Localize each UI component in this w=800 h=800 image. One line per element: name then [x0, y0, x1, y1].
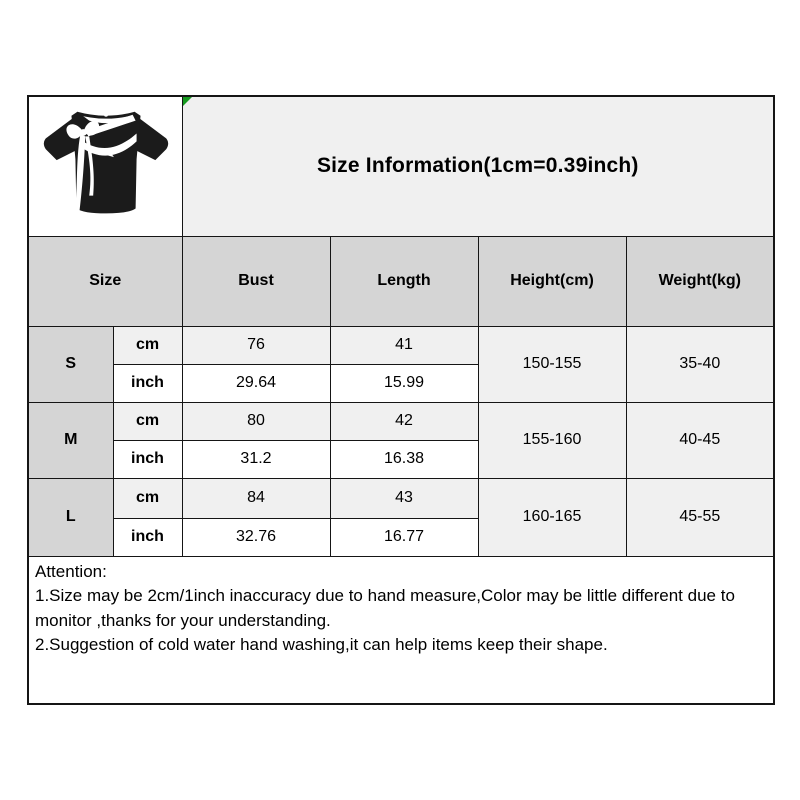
value-l-length-inch: 16.77 [329, 517, 479, 557]
product-image-cell [27, 95, 183, 237]
value-m-length-cm: 42 [329, 401, 479, 441]
col-header-size: Size [27, 235, 183, 327]
value-s-height: 150-155 [477, 325, 627, 403]
value-m-length-inch: 16.38 [329, 439, 479, 479]
unit-label-inch: inch [112, 439, 183, 479]
cell-corner-marker-icon [183, 97, 192, 106]
value-l-weight: 45-55 [625, 477, 775, 557]
attention-line-1: 1.Size may be 2cm/1inch inaccuracy due t… [35, 586, 735, 630]
attention-note: Attention: 1.Size may be 2cm/1inch inacc… [27, 555, 775, 705]
product-image-tshirt-icon [43, 111, 169, 229]
value-s-bust-cm: 76 [181, 325, 331, 365]
value-l-height: 160-165 [477, 477, 627, 557]
value-s-weight: 35-40 [625, 325, 775, 403]
value-s-length-inch: 15.99 [329, 363, 479, 403]
attention-heading: Attention: [35, 561, 107, 581]
size-label-l: L [27, 477, 114, 557]
size-label-s: S [27, 325, 114, 403]
unit-label-inch: inch [112, 517, 183, 557]
size-label-m: M [27, 401, 114, 479]
table-row-s-inch: inch 29.64 15.99 [28, 363, 774, 403]
title-cell: Size Information(1cm=0.39inch) [181, 95, 775, 237]
col-header-height: Height(cm) [477, 235, 627, 327]
value-m-bust-cm: 80 [181, 401, 331, 441]
unit-label-inch: inch [112, 363, 183, 403]
page-title: Size Information(1cm=0.39inch) [316, 154, 639, 178]
col-header-bust: Bust [181, 235, 331, 327]
value-s-length-cm: 41 [329, 325, 479, 365]
value-s-bust-inch: 29.64 [181, 363, 331, 403]
unit-label-cm: cm [112, 325, 183, 365]
value-m-height: 155-160 [477, 401, 627, 479]
col-header-weight: Weight(kg) [625, 235, 775, 327]
value-l-bust-cm: 84 [181, 477, 331, 519]
table-row-l-inch: inch 32.76 16.77 [28, 517, 774, 557]
value-l-bust-inch: 32.76 [181, 517, 331, 557]
value-l-length-cm: 43 [329, 477, 479, 519]
unit-label-cm: cm [112, 477, 183, 519]
attention-line-2: 2.Suggestion of cold water hand washing,… [35, 635, 608, 654]
table-row-l-cm: L cm 84 43 160-165 45-55 [27, 477, 775, 557]
value-m-weight: 40-45 [625, 401, 775, 479]
value-m-bust-inch: 31.2 [181, 439, 331, 479]
unit-label-cm: cm [112, 401, 183, 441]
table-row-s-cm: S cm 76 41 150-155 35-40 [27, 325, 775, 403]
col-header-length: Length [329, 235, 479, 327]
table-row-m-cm: M cm 80 42 155-160 40-45 [27, 401, 775, 479]
size-table: Size Information(1cm=0.39inch) Size Bust… [27, 95, 776, 705]
